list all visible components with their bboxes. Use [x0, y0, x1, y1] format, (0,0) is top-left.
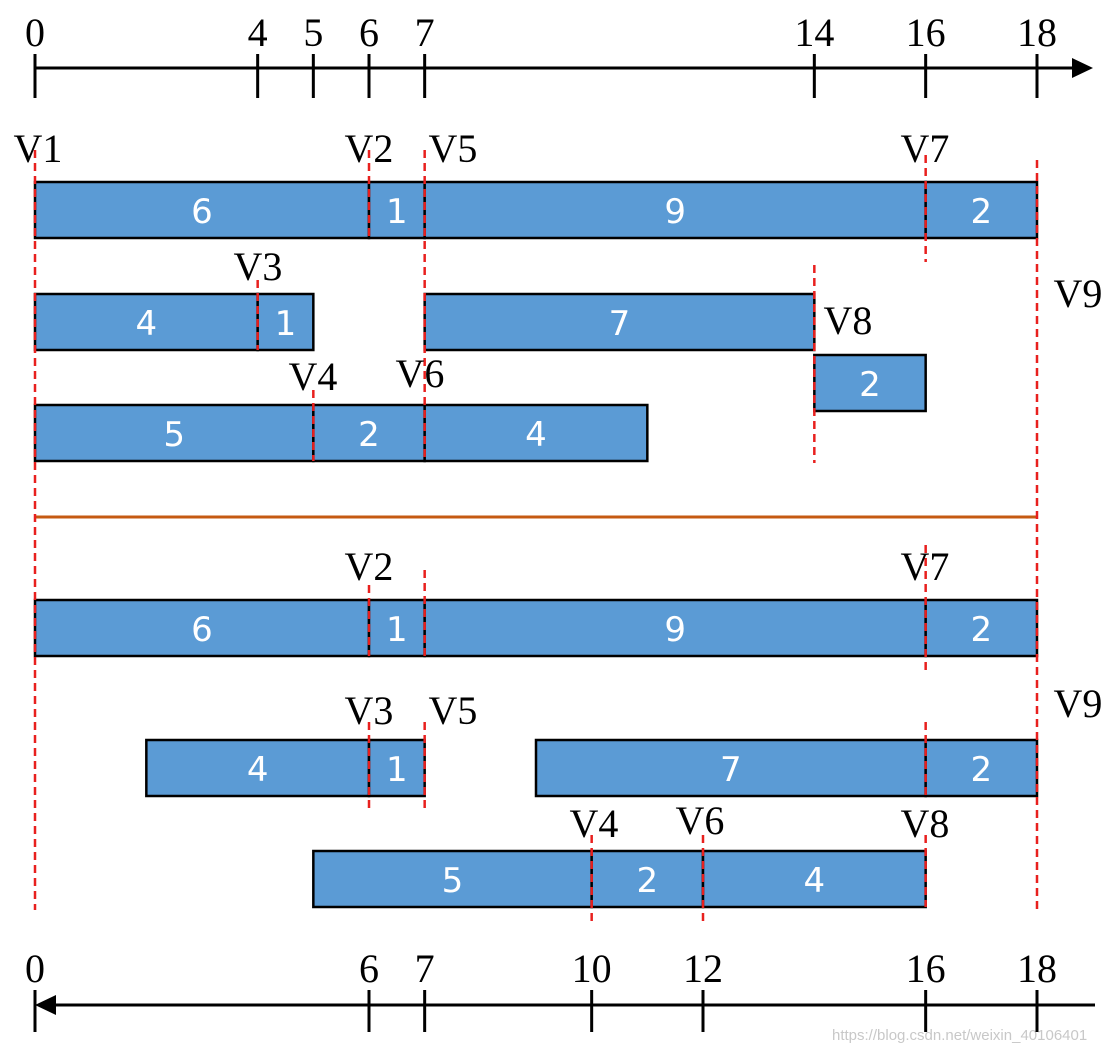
activity-duration: 5	[163, 415, 185, 455]
tick-label: 18	[1017, 10, 1057, 55]
vertex-label: V5	[429, 688, 478, 733]
activity-duration: 1	[275, 304, 297, 344]
activity-bar	[924, 738, 1039, 798]
vertex-label: V1	[14, 126, 63, 171]
tick-label: 7	[415, 10, 435, 55]
activity-duration: 4	[525, 415, 547, 455]
activity-bar	[423, 403, 649, 463]
activity-bar	[145, 738, 371, 798]
vertex-label: V5	[429, 126, 478, 171]
activity-duration: 6	[191, 192, 213, 232]
tick-label: 4	[248, 10, 268, 55]
tick-label: 6	[359, 946, 379, 991]
activity-duration: 5	[442, 861, 464, 901]
vertex-label: V3	[345, 688, 394, 733]
activity-duration: 2	[637, 861, 659, 901]
vertex-label: V7	[901, 544, 950, 589]
activity-duration: 1	[386, 750, 408, 790]
activity-duration: 9	[664, 610, 686, 650]
activity-duration: 9	[664, 192, 686, 232]
tick-label: 12	[683, 946, 723, 991]
vertex-label: V9	[1054, 271, 1103, 316]
tick-label: 6	[359, 10, 379, 55]
activity-bar	[534, 738, 927, 798]
vertex-label: V6	[676, 798, 725, 843]
activity-duration: 2	[971, 750, 993, 790]
tick-label: 14	[794, 10, 834, 55]
activity-duration: 1	[386, 192, 408, 232]
top-axis-arrow	[1072, 58, 1093, 78]
vertex-label: V3	[234, 244, 283, 289]
activity-bar	[312, 849, 593, 909]
tick-label: 0	[25, 946, 45, 991]
vertex-label: V4	[289, 354, 338, 399]
tick-label: 16	[906, 946, 946, 991]
tick-label: 16	[906, 10, 946, 55]
bottom-axis-arrow	[35, 995, 56, 1015]
activity-duration: 4	[136, 304, 158, 344]
activity-bar	[924, 180, 1039, 240]
tick-label: 0	[25, 10, 45, 55]
activity-duration: 4	[247, 750, 269, 790]
activity-duration: 6	[191, 610, 213, 650]
activity-bar	[813, 353, 927, 413]
activity-bar	[924, 598, 1039, 658]
vertex-label: V8	[901, 801, 950, 846]
activity-bar	[367, 180, 426, 240]
vertex-label: V4	[570, 801, 619, 846]
activity-duration: 2	[971, 192, 993, 232]
activity-duration: 2	[859, 365, 881, 405]
tick-label: 10	[572, 946, 612, 991]
vertex-label: V7	[901, 126, 950, 171]
activity-duration: 4	[804, 861, 826, 901]
tick-label: 5	[303, 10, 323, 55]
activity-bar	[423, 598, 927, 658]
activity-duration: 7	[720, 750, 742, 790]
activity-duration: 2	[358, 415, 380, 455]
vertex-label: V2	[345, 126, 394, 171]
vertex-label: V8	[824, 298, 873, 343]
vertex-label: V6	[396, 351, 445, 396]
vertex-label: V2	[345, 544, 394, 589]
activity-duration: 7	[609, 304, 631, 344]
activity-duration: 2	[971, 610, 993, 650]
tick-label: 18	[1017, 946, 1057, 991]
activity-duration: 1	[386, 610, 408, 650]
activity-bar	[33, 598, 371, 658]
vertex-label: V9	[1054, 681, 1103, 726]
tick-label: 7	[415, 946, 435, 991]
activity-bar	[590, 849, 705, 909]
watermark: https://blog.csdn.net/weixin_40106401	[832, 1027, 1087, 1044]
